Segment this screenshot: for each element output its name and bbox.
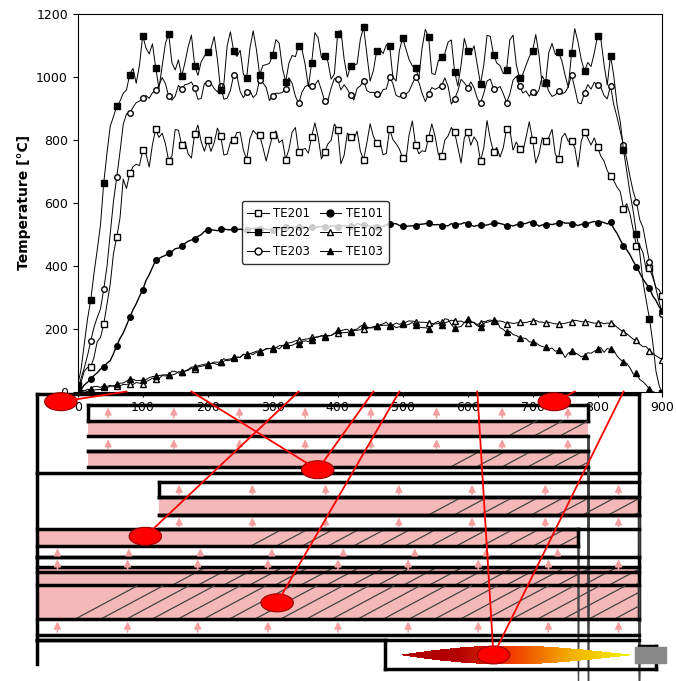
Ellipse shape <box>129 527 162 545</box>
Ellipse shape <box>261 594 293 612</box>
Ellipse shape <box>477 646 510 664</box>
Bar <box>88 420 588 437</box>
Bar <box>159 497 639 515</box>
X-axis label: Time [min]: Time [min] <box>328 420 412 434</box>
Legend: TE201, TE202, TE203, TE101, TE102, TE103: TE201, TE202, TE203, TE101, TE102, TE103 <box>241 201 389 264</box>
Bar <box>37 567 639 586</box>
Ellipse shape <box>45 393 77 411</box>
Bar <box>37 529 578 545</box>
Y-axis label: Temperature [°C]: Temperature [°C] <box>17 135 30 270</box>
Ellipse shape <box>301 461 334 479</box>
Ellipse shape <box>538 393 571 411</box>
Bar <box>37 586 639 619</box>
Bar <box>88 451 588 467</box>
